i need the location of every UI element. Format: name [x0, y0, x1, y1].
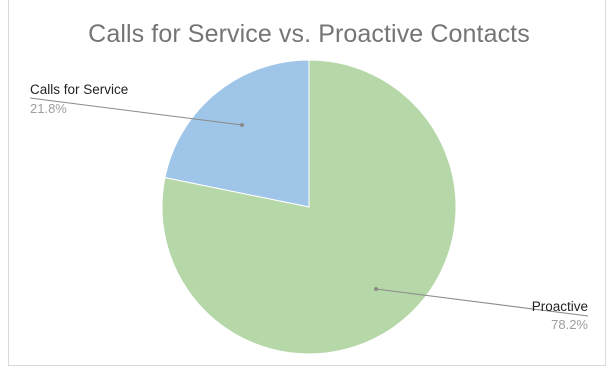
slice-percent-label: 78.2% [551, 317, 588, 332]
slice-percent-label: 21.8% [30, 101, 67, 116]
leader-dot [374, 287, 378, 291]
pie-slice-calls-for-service [164, 59, 310, 208]
leader-line [375, 288, 589, 317]
slice-label: Proactive [532, 299, 588, 314]
pie-slices [161, 59, 457, 355]
slice-label: Calls for Service [30, 82, 128, 97]
pie-labels: Calls for Service 21.8% Proactive 78.2% [29, 82, 589, 332]
leader-line [29, 97, 243, 126]
leader-dot [240, 123, 244, 127]
pie-slice-proactive [161, 59, 457, 355]
chart-title: Calls for Service vs. Proactive Contacts [88, 20, 530, 48]
